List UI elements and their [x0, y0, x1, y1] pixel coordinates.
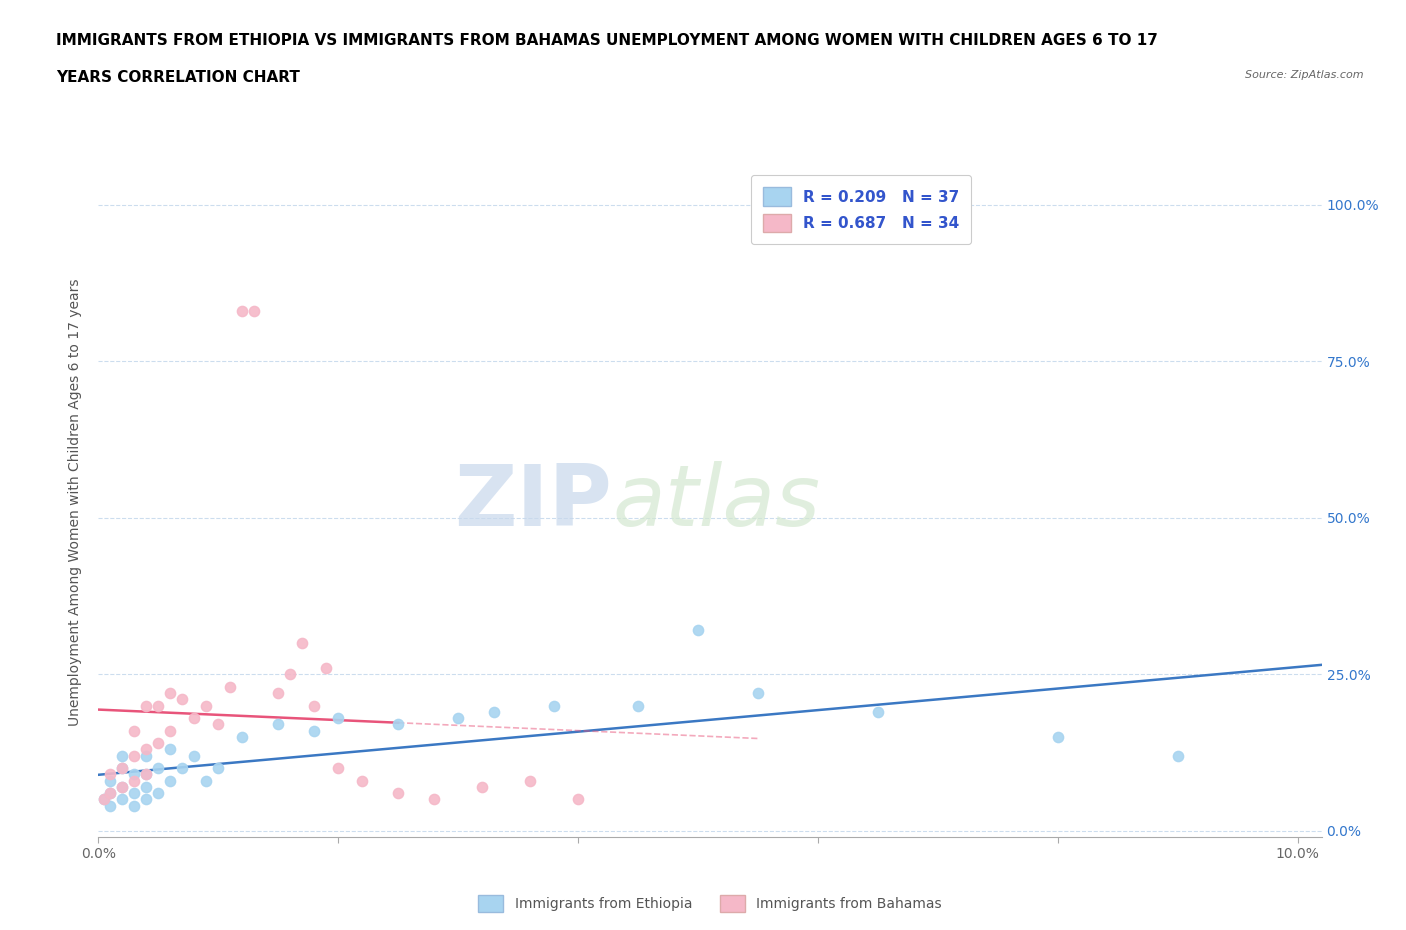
- Point: [231, 729, 253, 744]
- Point: [519, 773, 541, 788]
- Point: [423, 792, 446, 807]
- Point: [387, 717, 409, 732]
- Text: ZIP: ZIP: [454, 460, 612, 544]
- Point: [328, 711, 350, 725]
- Point: [482, 704, 505, 719]
- Point: [291, 635, 314, 650]
- Point: [124, 773, 146, 788]
- Point: [471, 779, 494, 794]
- Point: [135, 698, 157, 713]
- Text: Source: ZipAtlas.com: Source: ZipAtlas.com: [1246, 70, 1364, 80]
- Point: [352, 773, 374, 788]
- Point: [1167, 749, 1189, 764]
- Point: [543, 698, 565, 713]
- Point: [100, 786, 122, 801]
- Point: [159, 724, 181, 738]
- Point: [135, 779, 157, 794]
- Point: [135, 742, 157, 757]
- Text: YEARS CORRELATION CHART: YEARS CORRELATION CHART: [56, 70, 299, 85]
- Point: [207, 761, 229, 776]
- Point: [231, 304, 253, 319]
- Point: [183, 749, 205, 764]
- Point: [866, 704, 889, 719]
- Point: [111, 779, 134, 794]
- Point: [172, 761, 194, 776]
- Point: [111, 779, 134, 794]
- Point: [148, 736, 170, 751]
- Point: [159, 742, 181, 757]
- Point: [159, 685, 181, 700]
- Point: [124, 786, 146, 801]
- Point: [172, 692, 194, 707]
- Point: [148, 786, 170, 801]
- Point: [243, 304, 266, 319]
- Point: [124, 767, 146, 782]
- Point: [304, 724, 326, 738]
- Point: [100, 798, 122, 813]
- Point: [219, 680, 242, 695]
- Point: [387, 786, 409, 801]
- Point: [100, 773, 122, 788]
- Point: [747, 685, 769, 700]
- Point: [124, 724, 146, 738]
- Point: [195, 698, 218, 713]
- Point: [567, 792, 589, 807]
- Legend: Immigrants from Ethiopia, Immigrants from Bahamas: Immigrants from Ethiopia, Immigrants fro…: [472, 889, 948, 917]
- Point: [148, 761, 170, 776]
- Point: [267, 685, 290, 700]
- Point: [148, 698, 170, 713]
- Point: [195, 773, 218, 788]
- Point: [207, 717, 229, 732]
- Point: [135, 792, 157, 807]
- Point: [100, 786, 122, 801]
- Point: [135, 749, 157, 764]
- Point: [328, 761, 350, 776]
- Point: [315, 660, 337, 675]
- Point: [159, 773, 181, 788]
- Point: [1046, 729, 1069, 744]
- Point: [135, 767, 157, 782]
- Text: IMMIGRANTS FROM ETHIOPIA VS IMMIGRANTS FROM BAHAMAS UNEMPLOYMENT AMONG WOMEN WIT: IMMIGRANTS FROM ETHIOPIA VS IMMIGRANTS F…: [56, 33, 1159, 47]
- Point: [304, 698, 326, 713]
- Point: [183, 711, 205, 725]
- Point: [447, 711, 470, 725]
- Point: [111, 749, 134, 764]
- Point: [135, 767, 157, 782]
- Point: [111, 761, 134, 776]
- Point: [93, 792, 115, 807]
- Point: [124, 749, 146, 764]
- Point: [627, 698, 650, 713]
- Point: [100, 767, 122, 782]
- Point: [267, 717, 290, 732]
- Point: [686, 623, 709, 638]
- Point: [111, 761, 134, 776]
- Point: [111, 792, 134, 807]
- Text: atlas: atlas: [612, 460, 820, 544]
- Point: [124, 798, 146, 813]
- Point: [278, 667, 301, 682]
- Y-axis label: Unemployment Among Women with Children Ages 6 to 17 years: Unemployment Among Women with Children A…: [69, 278, 83, 726]
- Point: [93, 792, 115, 807]
